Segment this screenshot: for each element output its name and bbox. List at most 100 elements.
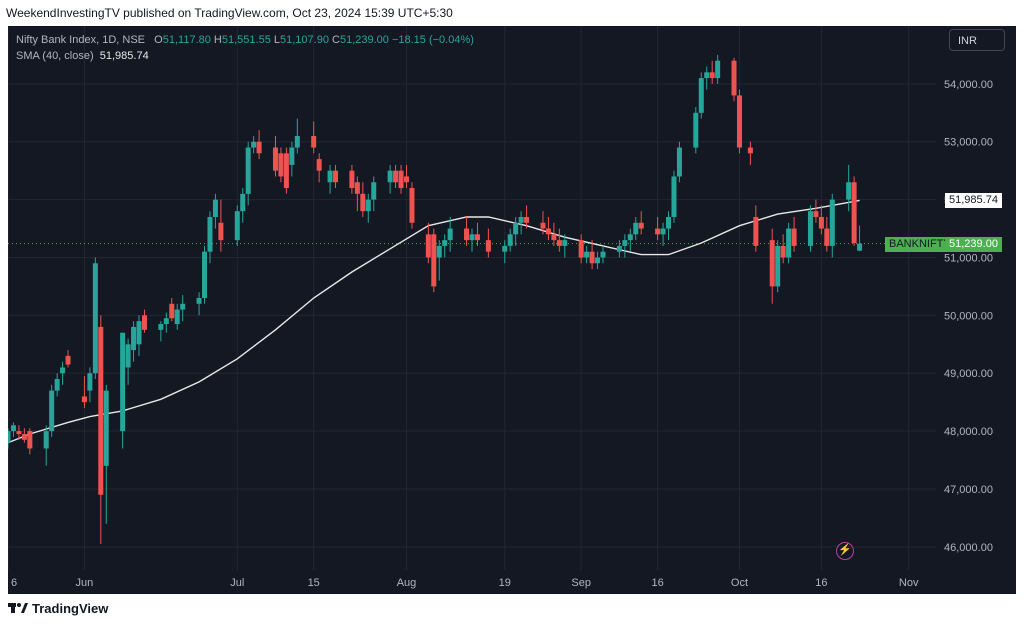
y-tick-label: 50,000.00 (944, 310, 993, 322)
x-tick-label: Sep (571, 577, 591, 589)
chart-area[interactable]: 46,000.00 47,000.00 48,000.00 49,000.00 50,0… (8, 26, 1016, 594)
candle (174, 303, 180, 330)
close-value: 51,239.00 (339, 34, 389, 46)
candle (660, 222, 666, 246)
candle (65, 350, 71, 368)
candle (545, 216, 551, 241)
candle (780, 234, 786, 264)
candle-body (8, 431, 11, 443)
candle-body (474, 234, 480, 241)
candle-body (518, 216, 524, 223)
candle-body (403, 176, 409, 183)
candle-body (698, 78, 704, 113)
candle-body (327, 170, 333, 183)
candle-body (846, 182, 852, 200)
candle-body (431, 234, 437, 287)
x-tick-label: 16 (815, 577, 827, 589)
candle (272, 135, 278, 177)
candle-body (780, 245, 786, 258)
candle (655, 216, 661, 241)
candle-body (393, 170, 399, 183)
lightning-bolt-icon[interactable]: ⚡ (836, 542, 854, 560)
sma-legend-value: 51,985.74 (99, 50, 149, 62)
candle (507, 228, 513, 252)
candle (10, 422, 16, 437)
candle-body (174, 309, 180, 325)
candle-body (398, 170, 404, 189)
currency-button[interactable]: INR (949, 29, 1005, 51)
candle-body (660, 228, 666, 235)
candle-body (813, 211, 819, 217)
candle-body (65, 355, 71, 365)
candle-body (21, 434, 27, 440)
candle (202, 245, 208, 304)
candle (289, 141, 295, 177)
candle-body (447, 228, 453, 241)
candle (627, 228, 633, 252)
candle (131, 321, 137, 362)
candle (540, 211, 546, 235)
candle-body (81, 396, 87, 403)
candle (731, 57, 737, 102)
candle (775, 240, 781, 293)
symbol-tag: BANKNIFTY (885, 236, 956, 252)
y-tick-label: 47,000.00 (944, 484, 993, 496)
candle-body (349, 170, 355, 189)
candle (311, 121, 317, 154)
candle-body (120, 332, 126, 432)
candle (578, 234, 584, 264)
candle (846, 164, 852, 212)
chart-legend: Nifty Bank Index, 1D, NSE O51,117.80 H51… (16, 32, 474, 64)
candle-body (158, 324, 164, 330)
candle (638, 211, 644, 235)
candle (256, 130, 262, 160)
candle-body (595, 257, 601, 264)
candle-body (676, 147, 682, 177)
candle (769, 228, 775, 304)
candle-body (502, 245, 508, 252)
candle (196, 292, 202, 316)
candle-body (180, 303, 186, 310)
candle (218, 199, 224, 252)
candle-body (829, 199, 835, 246)
candle (431, 228, 437, 293)
candle (715, 54, 721, 84)
candle (278, 147, 284, 183)
candle-body (633, 222, 639, 235)
candle-body (365, 199, 371, 212)
candle (354, 176, 360, 212)
candle (474, 222, 480, 246)
sma-price-label: 51,985.74 (945, 193, 1002, 209)
candle-body (27, 431, 33, 449)
candle (283, 147, 289, 194)
candle (8, 428, 11, 449)
candle-body (360, 193, 366, 212)
candle-body (442, 240, 448, 246)
candle-body (163, 318, 169, 325)
candle (212, 193, 218, 229)
candle (600, 245, 606, 264)
candle-body (818, 216, 824, 229)
x-tick-label: Oct (731, 577, 748, 589)
price-chart[interactable]: 46,000.00 47,000.00 48,000.00 49,000.00 50,0… (8, 26, 1016, 594)
candle-body (92, 263, 98, 374)
candle-body (245, 147, 251, 194)
candle-body (16, 431, 22, 434)
ohlc-legend-row: Nifty Bank Index, 1D, NSE O51,117.80 H51… (16, 32, 474, 48)
change-value: −18.15 (−0.04%) (391, 34, 474, 46)
candle (234, 205, 240, 246)
candle-body (354, 182, 360, 194)
candle (666, 211, 672, 241)
y-tick-label: 53,000.00 (944, 137, 993, 149)
candle-body (98, 326, 104, 495)
candle (120, 332, 126, 449)
candle-body (464, 228, 470, 241)
candle-body (524, 216, 530, 223)
y-tick-label: 48,000.00 (944, 426, 993, 438)
candle-body (851, 182, 857, 244)
x-tick-label: 15 (308, 577, 320, 589)
candle (398, 164, 404, 194)
candle (671, 170, 677, 223)
candle (21, 428, 27, 443)
